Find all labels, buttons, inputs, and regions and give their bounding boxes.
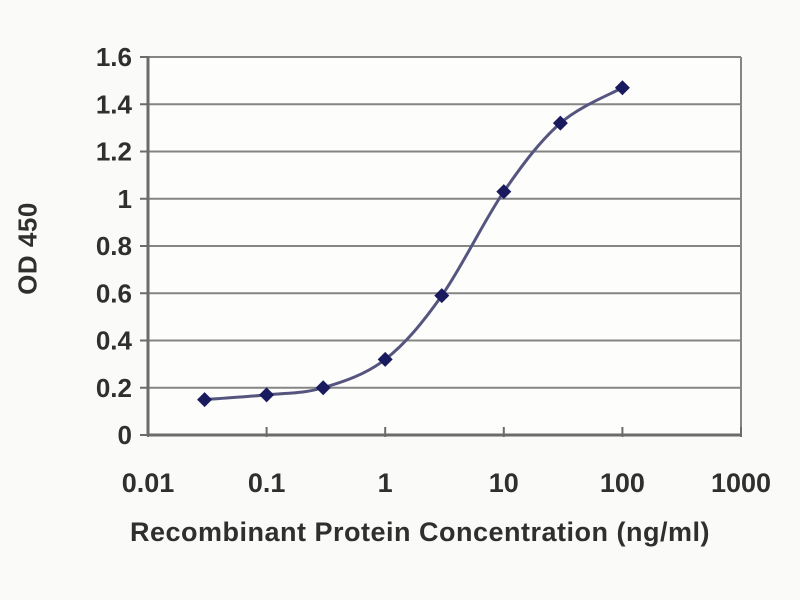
x-tick-label: 1000	[711, 468, 771, 498]
x-tick-label: 1	[378, 468, 393, 498]
data-point-marker	[434, 288, 450, 304]
y-tick-label: 0.8	[96, 231, 132, 261]
y-tick-label: 0.4	[96, 326, 133, 356]
data-point-marker	[197, 392, 213, 408]
data-point-marker	[552, 115, 568, 131]
data-point-marker	[377, 351, 393, 367]
y-tick-label: 1.4	[96, 89, 133, 119]
y-tick-label: 0.2	[96, 373, 132, 403]
series-curve	[203, 86, 624, 402]
y-tick-label: 1	[118, 184, 132, 214]
y-tick-label: 0	[118, 420, 132, 450]
x-tick-label: 100	[600, 468, 645, 498]
x-tick-label: 10	[489, 468, 519, 498]
data-point-marker	[496, 184, 512, 200]
data-point-marker	[614, 80, 630, 96]
y-tick-label: 1.2	[96, 137, 132, 167]
y-tick-label: 0.6	[96, 278, 132, 308]
x-axis-title: Recombinant Protein Concentration (ng/ml…	[129, 517, 710, 547]
data-point-marker	[259, 387, 275, 403]
data-point-marker	[315, 380, 331, 396]
x-tick-label: 0.01	[122, 468, 175, 498]
y-tick-label: 1.6	[96, 42, 132, 72]
x-tick-label: 0.1	[248, 468, 286, 498]
y-axis-title: OD 450	[12, 202, 43, 295]
